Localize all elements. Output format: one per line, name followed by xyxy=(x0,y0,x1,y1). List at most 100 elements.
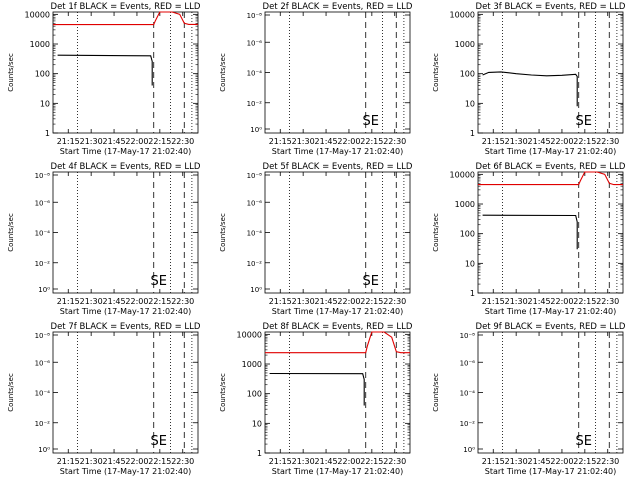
x-tick-label: 22:15 xyxy=(148,297,171,306)
y-tick-label: 10⁰ xyxy=(250,286,262,294)
x-tick-label: 21:15 xyxy=(269,297,292,306)
x-tick-label: 21:45 xyxy=(528,137,551,146)
events-series-line xyxy=(269,372,365,406)
x-tick-label: 21:45 xyxy=(315,457,338,466)
x-tick-label: 22:15 xyxy=(573,137,596,146)
plot-frame xyxy=(264,171,411,294)
y-tick-label: 1 xyxy=(45,129,50,138)
x-tick-label: 22:15 xyxy=(360,297,383,306)
x-tick-label: 22:30 xyxy=(383,457,406,466)
y-tick-label: 1000 xyxy=(242,360,262,369)
x-tick-label: 22:30 xyxy=(383,137,406,146)
y-axis-label: Counts/sec xyxy=(7,373,15,412)
y-tick-label: 1000 xyxy=(455,200,475,209)
x-tick-label: 22:00 xyxy=(337,137,360,146)
y-axis-label: Counts/sec xyxy=(219,373,227,412)
y-tick-label: 10⁻⁴ xyxy=(35,390,51,398)
x-tick-label: 22:30 xyxy=(596,297,619,306)
chart-title: Det 4f BLACK = Events, RED = LLD xyxy=(51,162,201,172)
x-tick-label: 21:15 xyxy=(57,457,80,466)
y-tick-label: 10⁰ xyxy=(38,446,50,454)
y-axis-label: Counts/sec xyxy=(219,53,227,92)
x-tick-label: 22:00 xyxy=(125,297,148,306)
x-tick-label: 21:45 xyxy=(315,137,338,146)
y-tick-label: 10⁻⁸ xyxy=(247,172,263,180)
lld-series-line xyxy=(478,171,623,186)
x-axis-label: Start Time (17-May-17 21:02:40) xyxy=(485,307,616,316)
x-tick-label: 21:30 xyxy=(292,137,315,146)
chart-panel-4: Det 4f BLACK = Events, RED = LLD 21:15 21:… xyxy=(7,162,201,316)
x-tick-label: 22:15 xyxy=(148,457,171,466)
x-tick-label: 22:15 xyxy=(360,457,383,466)
y-tick-label: 1000 xyxy=(30,40,50,49)
chart-title: Det 7f BLACK = Events, RED = LLD xyxy=(51,322,201,332)
plot-frame xyxy=(264,11,411,134)
y-axis-label: Counts/sec xyxy=(7,213,15,252)
chart-title: Det 6f BLACK = Events, RED = LLD xyxy=(476,162,626,172)
x-tick-label: 22:30 xyxy=(383,297,406,306)
x-tick-label: 21:30 xyxy=(292,297,315,306)
y-tick-label: 10⁻² xyxy=(35,260,51,268)
y-tick-label: 10⁻⁴ xyxy=(247,230,263,238)
x-axis-label: Start Time (17-May-17 21:02:40) xyxy=(485,147,616,156)
y-tick-label: 10⁻² xyxy=(247,100,263,108)
y-tick-label: 10⁰ xyxy=(250,126,262,134)
chart-title: Det 3f BLACK = Events, RED = LLD xyxy=(476,2,626,12)
se-marker-label: SE xyxy=(576,434,592,449)
x-tick-label: 22:00 xyxy=(337,457,360,466)
y-tick-label: 10 xyxy=(465,99,475,108)
x-tick-label: 21:45 xyxy=(103,297,126,306)
y-tick-label: 10⁻⁶ xyxy=(35,199,51,207)
chart-panel-7: Det 7f BLACK = Events, RED = LLD 21:15 21:… xyxy=(7,322,201,476)
y-tick-label: 10⁻⁸ xyxy=(35,172,51,180)
x-axis-label: Start Time (17-May-17 21:02:40) xyxy=(60,307,191,316)
x-tick-label: 21:30 xyxy=(292,457,315,466)
x-tick-label: 22:15 xyxy=(360,137,383,146)
chart-title: Det 8f BLACK = Events, RED = LLD xyxy=(263,322,413,332)
y-axis-label: Counts/sec xyxy=(432,53,440,92)
y-tick-label: 100 xyxy=(35,70,50,79)
x-tick-label: 22:30 xyxy=(171,137,194,146)
y-axis-label: Counts/sec xyxy=(432,213,440,252)
x-axis-label: Start Time (17-May-17 21:02:40) xyxy=(272,147,403,156)
y-tick-label: 10⁻⁶ xyxy=(247,39,263,47)
se-marker-label: SE xyxy=(363,114,379,129)
y-tick-label: 10⁻⁶ xyxy=(35,359,51,367)
x-tick-label: 22:30 xyxy=(171,297,194,306)
x-tick-label: 21:30 xyxy=(80,137,103,146)
y-tick-label: 1 xyxy=(470,129,475,138)
x-tick-label: 21:30 xyxy=(505,137,528,146)
y-tick-label: 10⁻² xyxy=(35,420,51,428)
y-tick-label: 1000 xyxy=(455,40,475,49)
x-tick-label: 21:45 xyxy=(103,457,126,466)
events-series-line xyxy=(482,71,578,107)
plot-frame xyxy=(264,331,411,454)
x-tick-label: 22:00 xyxy=(550,297,573,306)
y-axis-label: Counts/sec xyxy=(219,213,227,252)
y-tick-label: 10 xyxy=(40,99,50,108)
y-tick-label: 10000 xyxy=(237,330,262,339)
y-tick-label: 10⁰ xyxy=(38,286,50,294)
y-tick-label: 10⁻⁴ xyxy=(247,70,263,78)
y-tick-label: 10⁻⁶ xyxy=(247,199,263,207)
y-tick-label: 10000 xyxy=(25,10,50,19)
y-tick-label: 10⁻⁸ xyxy=(35,332,51,340)
x-axis-label: Start Time (17-May-17 21:02:40) xyxy=(272,307,403,316)
y-tick-label: 10000 xyxy=(450,10,475,19)
y-tick-label: 100 xyxy=(247,390,262,399)
x-tick-label: 21:45 xyxy=(528,297,551,306)
x-tick-label: 21:15 xyxy=(482,457,505,466)
chart-title: Det 2f BLACK = Events, RED = LLD xyxy=(263,2,413,12)
x-tick-label: 21:15 xyxy=(57,297,80,306)
x-tick-label: 21:15 xyxy=(57,137,80,146)
x-tick-label: 22:30 xyxy=(171,457,194,466)
x-tick-label: 21:30 xyxy=(505,457,528,466)
y-tick-label: 10⁻⁴ xyxy=(35,230,51,238)
plot-frame xyxy=(477,11,624,134)
x-tick-label: 22:00 xyxy=(550,457,573,466)
y-tick-label: 10⁻⁸ xyxy=(247,12,263,20)
x-tick-label: 22:15 xyxy=(148,137,171,146)
